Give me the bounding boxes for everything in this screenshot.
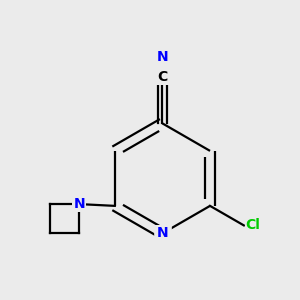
Text: C: C	[157, 70, 167, 84]
Text: N: N	[157, 50, 168, 64]
Text: Cl: Cl	[246, 218, 260, 233]
Text: N: N	[74, 197, 85, 211]
Text: N: N	[157, 226, 168, 240]
